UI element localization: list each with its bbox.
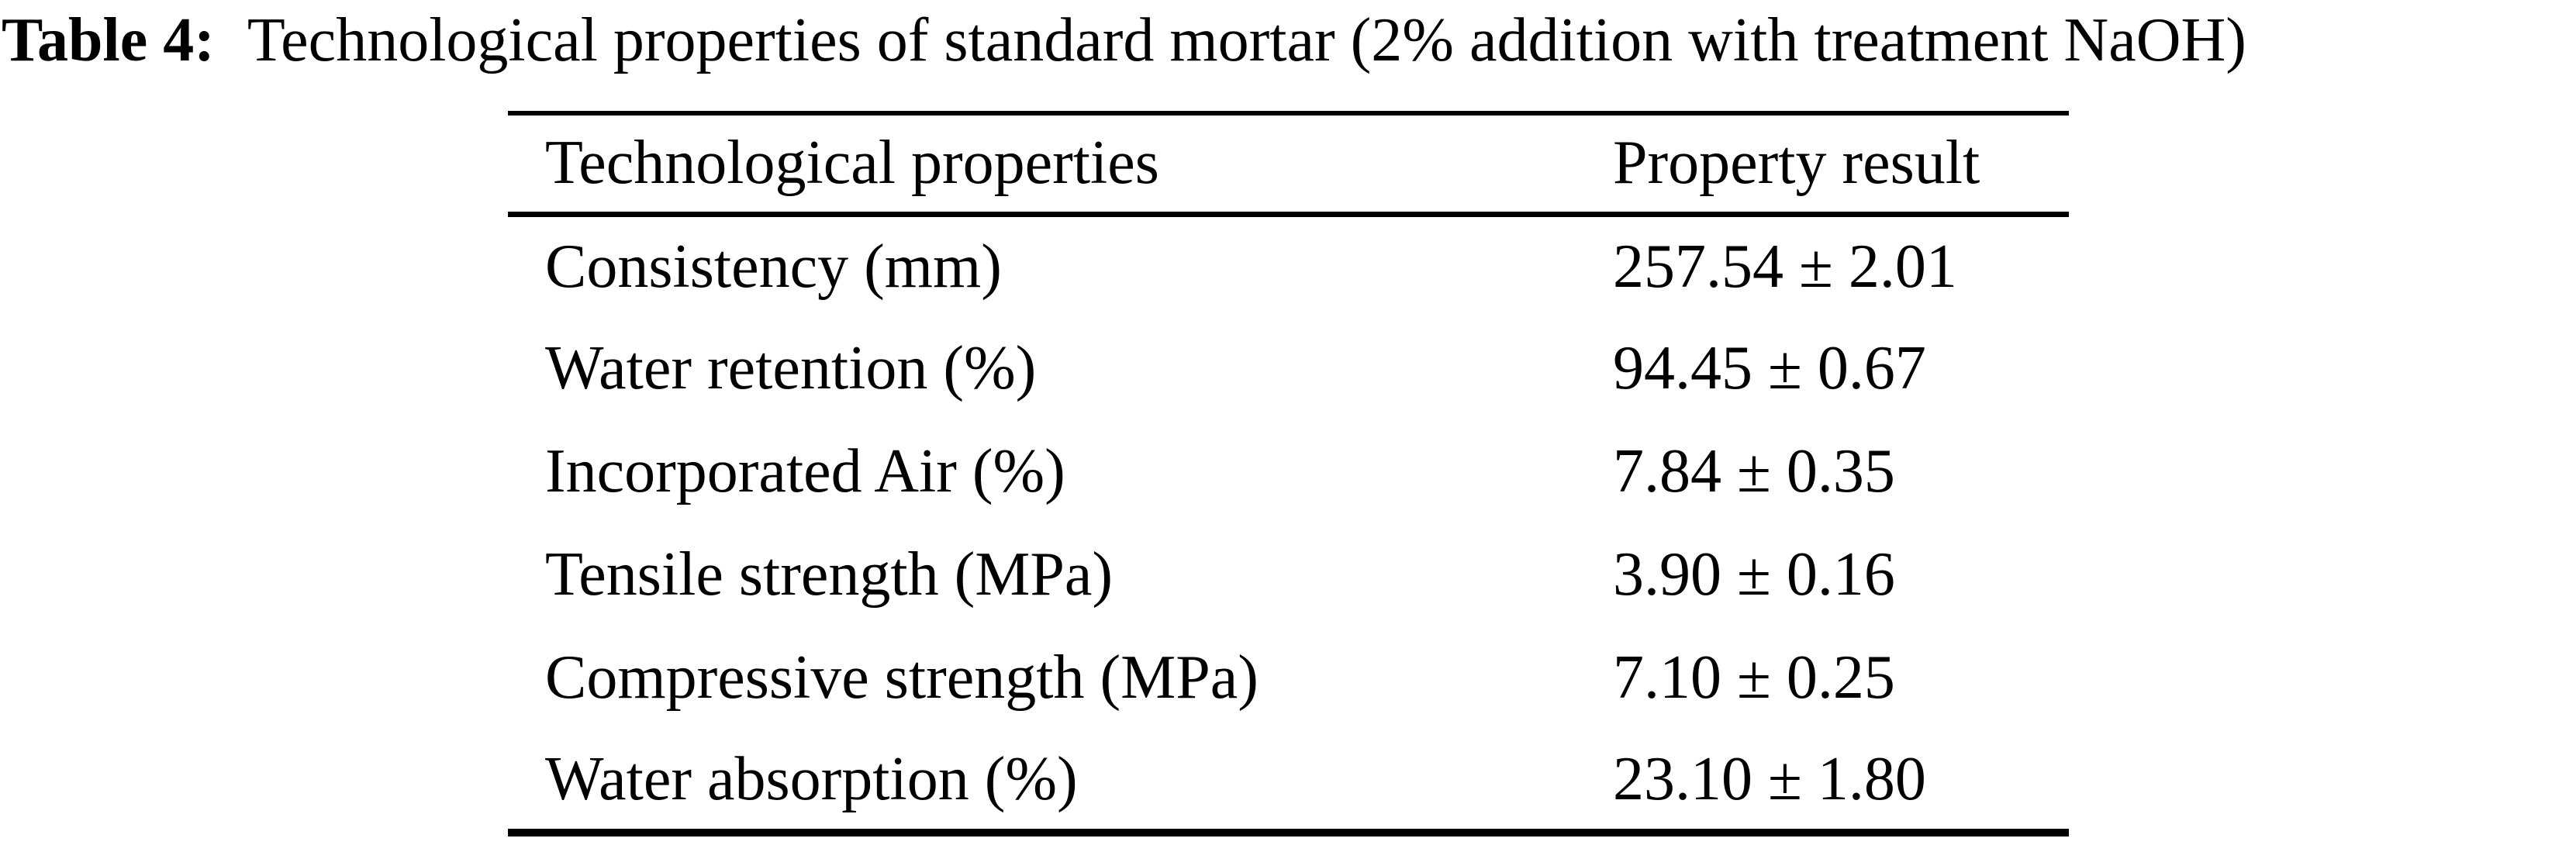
property-cell: Water absorption (%) [545,744,1078,813]
result-cell: 7.10 ± 0.25 [1613,643,1895,712]
table-caption-label: Table 4: [2,6,215,74]
property-cell: Incorporated Air (%) [545,437,1065,505]
column-header-property-result: Property result [1613,129,1980,198]
result-cell: 3.90 ± 0.16 [1613,540,1895,609]
table-caption-text: Technological properties of standard mor… [247,6,2246,74]
property-cell: Compressive strength (MPa) [545,643,1259,712]
table-header: Technological properties Property result [508,113,2069,214]
properties-table: Technological properties Property result… [508,111,2069,836]
result-cell: 23.10 ± 1.80 [1613,744,1926,813]
table-row: Incorporated Air (%) 7.84 ± 0.35 [508,420,2069,523]
table-row: Water retention (%) 94.45 ± 0.67 [508,317,2069,420]
table-row: Consistency (mm) 257.54 ± 2.01 [508,214,2069,317]
property-cell: Consistency (mm) [545,232,1002,301]
result-cell: 7.84 ± 0.35 [1613,437,1895,505]
result-cell: 94.45 ± 0.67 [1613,334,1926,402]
table-row: Water absorption (%) 23.10 ± 1.80 [508,730,2069,833]
property-cell: Water retention (%) [545,334,1037,402]
table-row: Tensile strength (MPa) 3.90 ± 0.16 [508,523,2069,626]
property-cell: Tensile strength (MPa) [545,540,1114,609]
result-cell: 257.54 ± 2.01 [1613,232,1957,301]
table-header-row: Technological properties Property result [508,113,2069,214]
column-header-technological-properties: Technological properties [545,129,1159,198]
table-body: Consistency (mm) 257.54 ± 2.01 Water ret… [508,214,2069,833]
table-caption: Table 4: Technological properties of stan… [2,0,2246,81]
table-row: Compressive strength (MPa) 7.10 ± 0.25 [508,626,2069,730]
